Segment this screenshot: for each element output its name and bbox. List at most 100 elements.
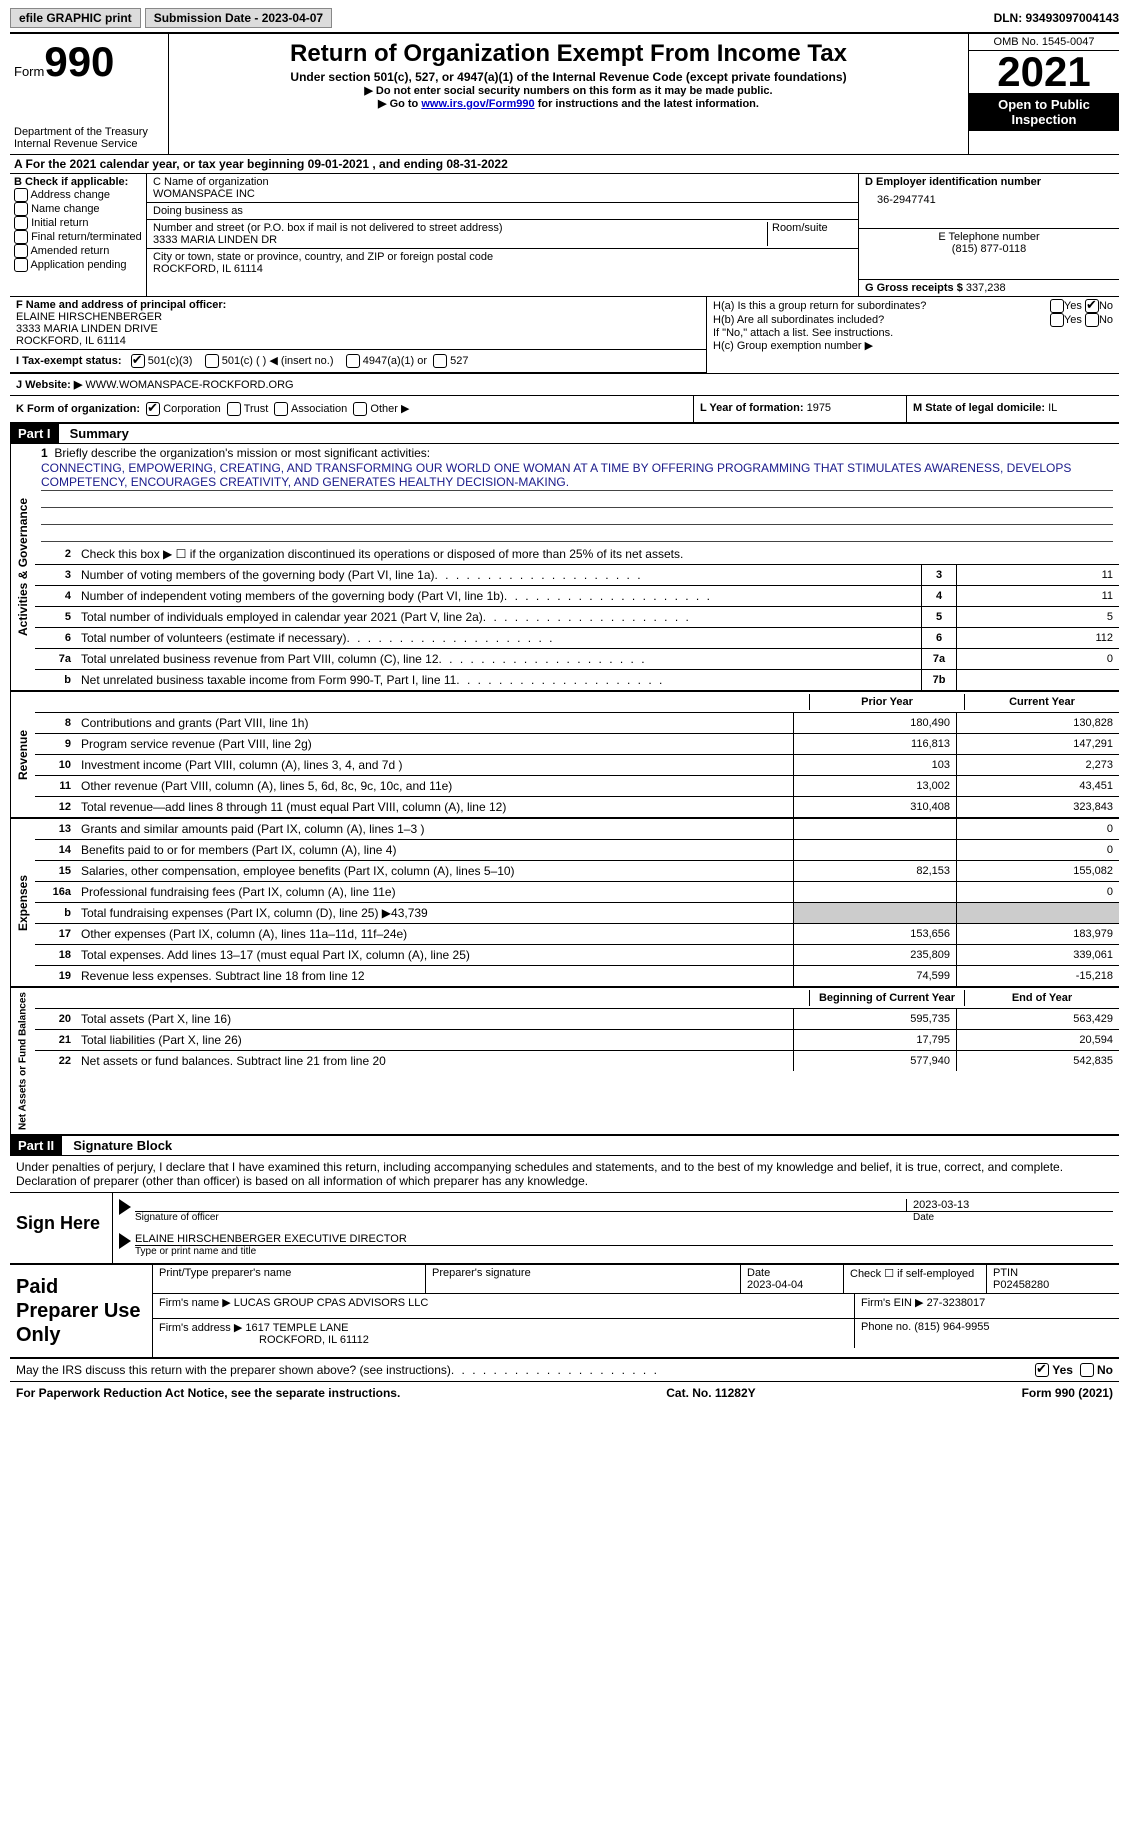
check-4947[interactable] xyxy=(346,354,360,368)
check-initial-return[interactable] xyxy=(14,216,28,230)
firm-name: LUCAS GROUP CPAS ADVISORS LLC xyxy=(234,1297,429,1309)
street-label: Number and street (or P.O. box if mail i… xyxy=(153,222,763,234)
phone-value: (815) 877-0118 xyxy=(865,243,1113,255)
officer-addr1: 3333 MARIA LINDEN DRIVE xyxy=(16,323,700,335)
discuss-no[interactable] xyxy=(1080,1363,1094,1377)
submission-date: Submission Date - 2023-04-07 xyxy=(145,8,332,28)
line-11-desc: Other revenue (Part VIII, column (A), li… xyxy=(77,777,793,795)
line-8-desc: Contributions and grants (Part VIII, lin… xyxy=(77,714,793,732)
ptin-label: PTIN xyxy=(993,1267,1113,1279)
check-name-change[interactable] xyxy=(14,202,28,216)
line-14-prior xyxy=(793,840,956,860)
check-address-change[interactable] xyxy=(14,188,28,202)
check-assoc[interactable] xyxy=(274,402,288,416)
line-6-desc: Total number of volunteers (estimate if … xyxy=(77,629,921,647)
year-formation-label: L Year of formation: xyxy=(700,402,804,414)
line-18-prior: 235,809 xyxy=(793,945,956,965)
line-11-current: 43,451 xyxy=(956,776,1119,796)
part1-header: Part I xyxy=(10,424,59,443)
note-link: ▶ Go to www.irs.gov/Form990 for instruct… xyxy=(173,97,964,110)
line-10-prior: 103 xyxy=(793,755,956,775)
perjury-declaration: Under penalties of perjury, I declare th… xyxy=(10,1156,1119,1193)
line-12-current: 323,843 xyxy=(956,797,1119,817)
line-16a-prior xyxy=(793,882,956,902)
part2-title: Signature Block xyxy=(65,1138,172,1153)
prep-date-label: Date xyxy=(747,1267,837,1279)
irs-link[interactable]: www.irs.gov/Form990 xyxy=(421,98,534,110)
state-domicile: IL xyxy=(1048,402,1057,414)
check-final-return[interactable] xyxy=(14,230,28,244)
line-a-period: A For the 2021 calendar year, or tax yea… xyxy=(10,155,1119,174)
line-8-current: 130,828 xyxy=(956,713,1119,733)
print-name-label: Type or print name and title xyxy=(135,1246,1113,1257)
check-501c[interactable] xyxy=(205,354,219,368)
arrow-icon xyxy=(119,1233,131,1249)
check-527[interactable] xyxy=(433,354,447,368)
line-b-prior xyxy=(793,903,956,923)
mission-label: Briefly describe the organization's miss… xyxy=(54,446,430,460)
sign-date: 2023-03-13 xyxy=(906,1199,1113,1211)
line-15-current: 155,082 xyxy=(956,861,1119,881)
line-b-value xyxy=(956,670,1119,690)
form-org-label: K Form of organization: xyxy=(16,403,140,415)
gross-label: G Gross receipts $ xyxy=(865,282,963,294)
hdr-begin: Beginning of Current Year xyxy=(809,990,964,1006)
line-13-prior xyxy=(793,819,956,839)
part1-title: Summary xyxy=(62,426,129,441)
firm-addr2: ROCKFORD, IL 61112 xyxy=(159,1334,848,1346)
line-15-prior: 82,153 xyxy=(793,861,956,881)
line-b-desc: Total fundraising expenses (Part IX, col… xyxy=(77,904,793,922)
line-3-value: 11 xyxy=(956,565,1119,585)
firm-phone-label: Phone no. xyxy=(861,1321,911,1333)
discuss-yes[interactable] xyxy=(1035,1363,1049,1377)
gross-value: 337,238 xyxy=(966,282,1006,294)
check-corp[interactable] xyxy=(146,402,160,416)
check-trust[interactable] xyxy=(227,402,241,416)
footer-left: For Paperwork Reduction Act Notice, see … xyxy=(16,1386,400,1400)
city-label: City or town, state or province, country… xyxy=(153,251,852,263)
efile-badge: efile GRAPHIC print xyxy=(10,8,141,28)
hb-yes[interactable] xyxy=(1050,313,1064,327)
line-b-current xyxy=(956,903,1119,923)
line-14-desc: Benefits paid to or for members (Part IX… xyxy=(77,841,793,859)
line-5-value: 5 xyxy=(956,607,1119,627)
line-b-desc: Net unrelated business taxable income fr… xyxy=(77,671,921,689)
phone-label: E Telephone number xyxy=(865,231,1113,243)
line-19-prior: 74,599 xyxy=(793,966,956,986)
line-15-desc: Salaries, other compensation, employee b… xyxy=(77,862,793,880)
ha-no[interactable] xyxy=(1085,299,1099,313)
note-ssn: ▶ Do not enter social security numbers o… xyxy=(173,84,964,97)
line-20-prior: 595,735 xyxy=(793,1009,956,1029)
check-other[interactable] xyxy=(353,402,367,416)
form-header: Form990 Department of the Treasury Inter… xyxy=(10,32,1119,155)
arrow-icon xyxy=(119,1199,131,1215)
line2: Check this box ▶ ☐ if the organization d… xyxy=(77,545,1119,563)
line-16a-desc: Professional fundraising fees (Part IX, … xyxy=(77,883,793,901)
line-11-prior: 13,002 xyxy=(793,776,956,796)
line-3-desc: Number of voting members of the governin… xyxy=(77,566,921,584)
website-value: WWW.WOMANSPACE-ROCKFORD.ORG xyxy=(85,379,293,391)
ha-label: H(a) Is this a group return for subordin… xyxy=(713,300,1050,312)
form-subtitle: Under section 501(c), 527, or 4947(a)(1)… xyxy=(173,70,964,84)
firm-ein-label: Firm's EIN ▶ xyxy=(861,1297,924,1309)
line-18-current: 339,061 xyxy=(956,945,1119,965)
line-21-current: 20,594 xyxy=(956,1030,1119,1050)
line-6-value: 112 xyxy=(956,628,1119,648)
line-7a-desc: Total unrelated business revenue from Pa… xyxy=(77,650,921,668)
prep-sig-label: Preparer's signature xyxy=(426,1265,741,1293)
hb-label: H(b) Are all subordinates included? xyxy=(713,314,1050,326)
dln: DLN: 93493097004143 xyxy=(994,11,1119,25)
side-expenses: Expenses xyxy=(10,819,35,986)
check-501c3[interactable] xyxy=(131,354,145,368)
line-17-current: 183,979 xyxy=(956,924,1119,944)
check-amended[interactable] xyxy=(14,244,28,258)
mission-text: CONNECTING, EMPOWERING, CREATING, AND TR… xyxy=(41,460,1113,491)
hb-no[interactable] xyxy=(1085,313,1099,327)
dba-label: Doing business as xyxy=(153,205,852,217)
check-app-pending[interactable] xyxy=(14,258,28,272)
hdr-end: End of Year xyxy=(964,990,1119,1006)
website-label: J Website: ▶ xyxy=(16,379,82,391)
ha-yes[interactable] xyxy=(1050,299,1064,313)
line-9-desc: Program service revenue (Part VIII, line… xyxy=(77,735,793,753)
line-5-desc: Total number of individuals employed in … xyxy=(77,608,921,626)
